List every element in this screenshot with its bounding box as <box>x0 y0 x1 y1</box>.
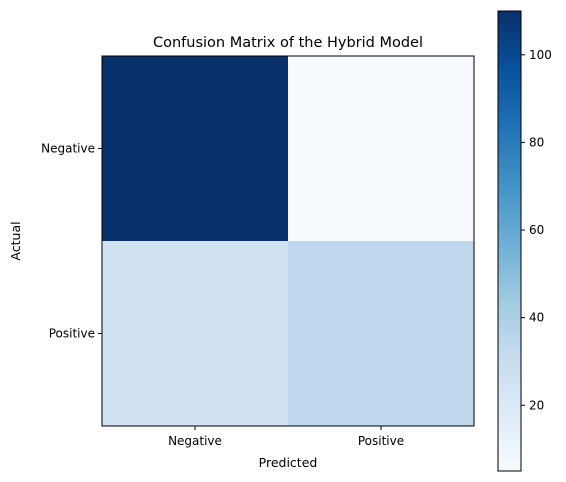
colorbar-tick-label: 80 <box>529 135 544 149</box>
heatmap-cell-negative-positive <box>288 56 474 241</box>
colorbar-tick-label: 20 <box>529 398 544 412</box>
x-tick-label: Positive <box>358 434 404 448</box>
y-axis-label: Actual <box>8 221 23 260</box>
y-tick-label: Negative <box>41 142 95 156</box>
colorbar <box>497 10 522 472</box>
heatmap-cell-negative-negative <box>102 56 288 241</box>
colorbar-tick-label: 100 <box>529 48 552 62</box>
y-axis-ticks: Negative Positive <box>41 142 102 341</box>
plot-frame <box>101 55 475 427</box>
y-tick-label: Positive <box>49 327 95 341</box>
x-axis-ticks: Negative Positive <box>168 426 404 448</box>
heatmap-cells <box>102 56 474 426</box>
colorbar-ticks: 20 40 60 80 100 <box>521 48 552 412</box>
colorbar-tick-label: 40 <box>529 311 544 325</box>
x-axis-label: Predicted <box>259 455 318 470</box>
heatmap-cell-positive-positive <box>288 241 474 426</box>
x-tick-label: Negative <box>168 434 222 448</box>
colorbar-tick-label: 60 <box>529 223 544 237</box>
heatmap-cell-positive-negative <box>102 241 288 426</box>
chart-title: Confusion Matrix of the Hybrid Model <box>153 35 423 51</box>
